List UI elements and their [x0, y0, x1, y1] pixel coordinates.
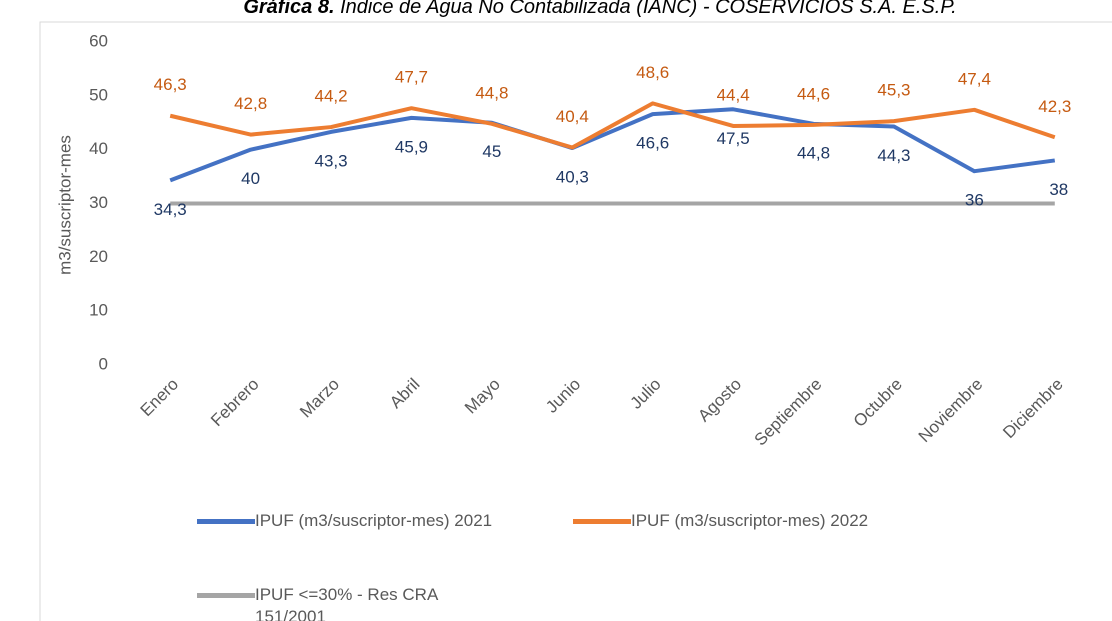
- x-tick-label: Noviembre: [915, 375, 987, 447]
- data-label: 40,4: [556, 107, 589, 126]
- legend-swatch: [197, 519, 255, 524]
- x-tick-label: Diciembre: [999, 375, 1067, 443]
- x-tick-label: Mayo: [461, 375, 504, 418]
- y-tick-label: 0: [99, 354, 108, 373]
- data-label: 43,3: [314, 151, 347, 170]
- data-label: 44,6: [797, 84, 830, 103]
- data-label: 44,8: [475, 83, 508, 102]
- y-tick-label: 60: [89, 31, 108, 50]
- y-axis-label: m3/suscriptor-mes: [55, 135, 74, 275]
- data-label: 44,2: [314, 87, 347, 106]
- chart-frame: [39, 21, 1112, 621]
- y-tick-label: 30: [89, 193, 108, 212]
- title-text: Índice de Agua No Contabilizada (IANC) -…: [340, 0, 957, 18]
- data-label: 42,3: [1038, 97, 1071, 116]
- legend-swatch: [197, 593, 255, 598]
- y-tick-label: 20: [89, 247, 108, 266]
- data-label: 48,6: [636, 63, 669, 82]
- chart-title: Gráfica 8. Índice de Agua No Contabiliza…: [243, 0, 956, 18]
- data-label: 38: [1049, 180, 1068, 199]
- legend-item: IPUF (m3/suscriptor-mes) 2021: [197, 510, 505, 532]
- x-tick-label: Enero: [137, 375, 183, 421]
- x-tick-label: Agosto: [694, 375, 745, 426]
- data-label: 47,5: [717, 129, 750, 148]
- data-label: 36: [965, 191, 984, 210]
- data-label: 40,3: [556, 168, 589, 187]
- x-tick-label: Septiembre: [751, 375, 826, 450]
- data-label: 46,3: [154, 75, 187, 94]
- title-label: Gráfica 8.: [243, 0, 334, 18]
- data-label: 45: [482, 142, 501, 161]
- y-tick-label: 50: [89, 85, 108, 104]
- legend-label: IPUF (m3/suscriptor-mes) 2022: [631, 511, 869, 530]
- x-tick-label: Octubre: [850, 375, 906, 431]
- data-label: 45,3: [877, 81, 910, 100]
- legend-item: IPUF (m3/suscriptor-mes) 2022: [573, 510, 881, 532]
- data-label: 44,3: [877, 146, 910, 165]
- x-tick-label: Febrero: [207, 375, 263, 431]
- legend-item: IPUF <=30% - Res CRA 151/2001: [197, 584, 505, 621]
- series-line: [169, 107, 1056, 183]
- x-tick-label: Julio: [627, 375, 665, 413]
- data-label: 34,3: [154, 200, 187, 219]
- data-label: 44,8: [797, 143, 830, 162]
- data-label: 40: [241, 169, 260, 188]
- legend-label: IPUF (m3/suscriptor-mes) 2021: [255, 511, 493, 530]
- legend-swatch: [573, 519, 631, 524]
- series-line: [169, 101, 1056, 150]
- x-tick-label: Marzo: [296, 375, 343, 422]
- x-tick-label: Junio: [542, 375, 584, 417]
- data-label: 45,9: [395, 137, 428, 156]
- data-label: 47,7: [395, 68, 428, 87]
- y-tick-label: 40: [89, 139, 108, 158]
- x-tick-label: Abril: [386, 375, 423, 412]
- data-label: 47,4: [958, 69, 991, 88]
- y-tick-label: 10: [89, 301, 108, 320]
- data-label: 46,6: [636, 134, 669, 153]
- data-label: 44,4: [717, 85, 750, 104]
- legend-label: IPUF <=30% - Res CRA 151/2001: [255, 585, 438, 621]
- data-label: 42,8: [234, 94, 267, 113]
